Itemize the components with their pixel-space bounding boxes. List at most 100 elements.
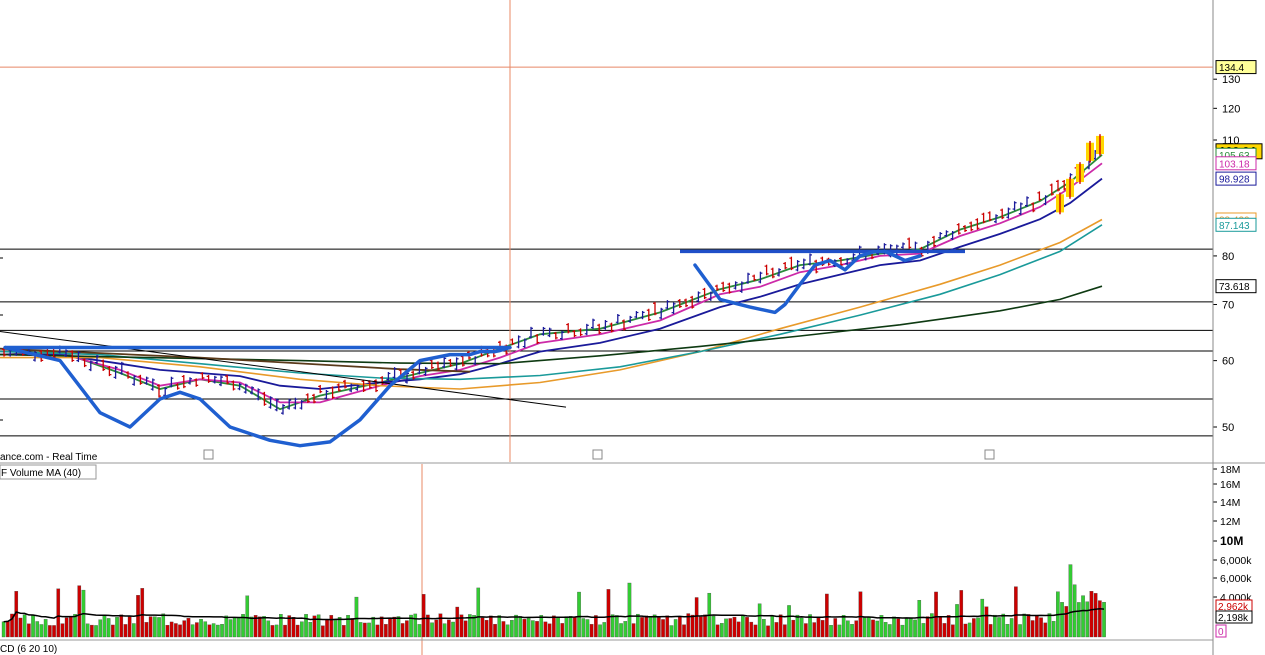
volume-bar [1022,613,1027,638]
volume-bar [220,624,224,638]
volume-bar [993,614,997,638]
ma-line [0,218,1103,390]
volume-bar [816,617,821,638]
volume-bar [615,615,619,638]
volume-bar [518,616,523,638]
volume-bar [825,593,829,638]
volume-bar [657,617,661,638]
volume-bar [585,619,590,638]
volume-bar [547,623,552,638]
volume-bar [421,594,426,638]
volume-bar [60,623,65,638]
volume-bar [442,623,447,638]
volume-bar [476,587,481,638]
volume-tick-label: 16M [1220,479,1240,491]
volume-bar [384,624,388,638]
volume-bar [573,617,577,638]
volume-bar [224,615,229,638]
volume-bar [304,614,308,638]
volume-bar [291,617,296,638]
volume-bar [132,623,136,638]
volume-bar [186,617,191,638]
volume-bar [18,617,23,638]
volume-bar [774,622,779,638]
y-tick-label: 120 [1222,103,1240,115]
volume-bar [938,617,943,638]
volume-bar [43,619,48,638]
volume-bar [560,623,565,638]
volume-bar [980,598,985,638]
volume-bar [111,624,115,638]
volume-tick-label: 6,000k [1220,573,1252,585]
volume-bar [640,617,644,638]
price-tag-label: 87.143 [1219,221,1250,232]
volume-bar [795,614,800,638]
volume-bar [627,582,632,638]
volume-bar [329,615,334,638]
volume-bar [1026,614,1031,638]
volume-bar [753,624,758,638]
volume-bar [854,620,859,638]
volume-bar [22,614,27,638]
volume-bar [153,616,157,638]
volume-bar [10,613,14,638]
y-tick-label: 130 [1222,74,1240,86]
volume-bar [896,618,901,638]
volume-bar [1060,602,1064,638]
volume-bar [98,619,103,638]
volume-bar [350,618,355,638]
volume-bar [207,624,212,638]
volume-bars [1,564,1106,638]
volume-tag [1215,624,1227,638]
volume-bar [1005,624,1010,638]
volume-bar [392,616,397,638]
volume-bar [1,621,6,638]
y-tick-label: 60 [1222,356,1234,368]
volume-bar [161,613,166,638]
volume-bar [778,614,783,638]
volume-bar [820,620,825,638]
source-label: ance.com - Real Time [0,452,98,463]
source-label-bg [0,449,110,462]
volume-bar [52,625,56,638]
volume-bar [543,621,548,638]
volume-bar [430,622,434,638]
volume-bar [127,616,132,638]
y-tick-label: 70 [1222,300,1234,312]
volume-bar [715,624,720,638]
volume-bar [682,624,686,638]
calendar-icon [984,449,995,460]
volume-bar [619,623,623,638]
trendline [0,331,567,408]
volume-bar [988,624,993,638]
volume-bar [976,617,980,638]
volume-bar [610,614,615,638]
volume-bar [274,624,279,638]
volume-legend-box [0,464,97,480]
volume-bar [921,623,926,638]
volume-tag-label: 2,198k [1218,613,1249,624]
volume-bar [232,617,237,638]
volume-bar [606,589,611,638]
volume-ma-line [3,608,1105,623]
volume-bar [652,614,657,638]
volume-tick-label: 10M [1220,534,1243,548]
volume-bar [1018,624,1022,638]
volume-bar [711,615,716,638]
volume-bar [249,616,254,638]
volume-bar [438,613,443,638]
volume-bar [388,617,392,638]
volume-bar [69,616,73,638]
volume-bar [434,619,439,638]
volume-bar [770,616,775,638]
volume-bar [375,624,380,638]
volume-bar [846,620,850,638]
volume-bar [589,624,594,638]
volume-bar [115,617,119,638]
volume-bar [934,591,938,638]
volume-bar [321,625,325,638]
volume-bar [661,619,665,638]
volume-bar [909,618,913,638]
volume-bar [673,619,678,638]
volume-bar [31,615,35,638]
